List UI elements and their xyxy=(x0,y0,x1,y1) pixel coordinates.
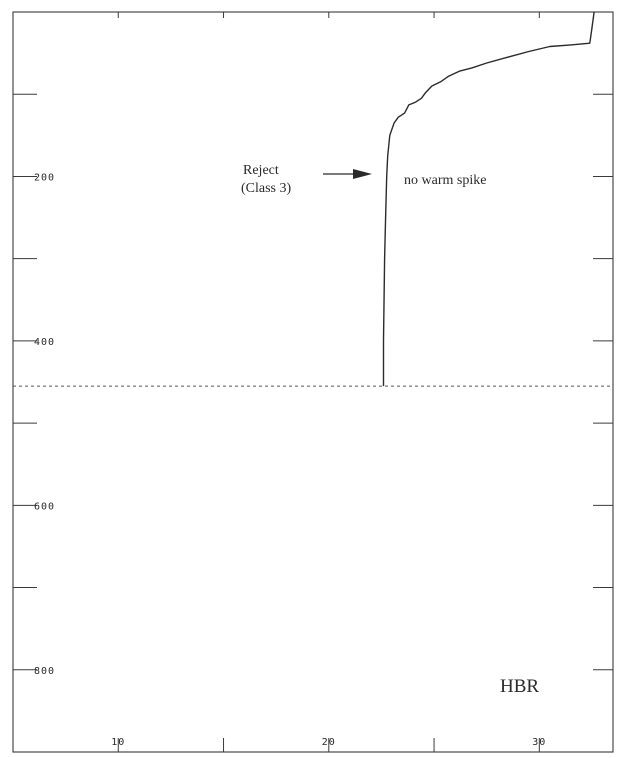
no-warm-spike-label: no warm spike xyxy=(404,173,486,188)
x-tick-label: 30 xyxy=(532,737,546,748)
x-tick-label: 10 xyxy=(111,737,125,748)
plot-frame xyxy=(12,11,614,753)
reject-arrow-head xyxy=(353,169,372,179)
y-axis-tick-labels: 200 400 600 800 xyxy=(34,172,55,677)
y-tick-label: 800 xyxy=(34,666,55,677)
profile-line xyxy=(382,11,595,387)
hbr-label: HBR xyxy=(500,676,539,697)
reject-annotation: Reject (Class 3) xyxy=(241,163,372,196)
x-axis-tick-labels: 10 20 30 xyxy=(111,737,546,748)
y-tick-label: 400 xyxy=(34,337,55,348)
x-axis-ticks xyxy=(117,12,540,752)
reject-class-label: (Class 3) xyxy=(241,181,292,196)
y-tick-label: 600 xyxy=(34,501,55,512)
reject-label: Reject xyxy=(243,163,279,178)
y-tick-label: 200 xyxy=(34,172,55,183)
y-axis-ticks xyxy=(13,93,613,671)
x-tick-label: 20 xyxy=(322,737,336,748)
